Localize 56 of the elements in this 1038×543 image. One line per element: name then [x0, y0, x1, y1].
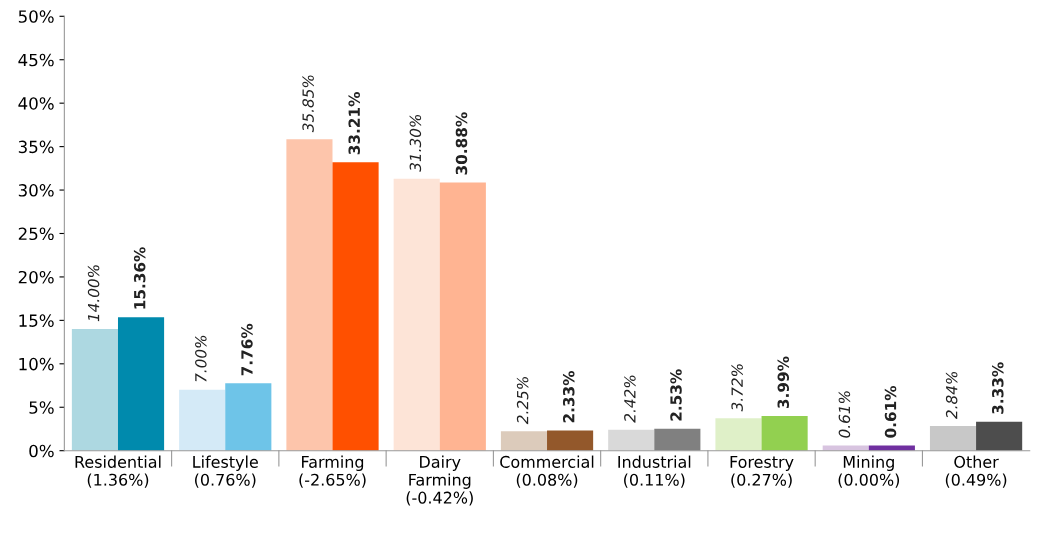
bar: [439, 182, 486, 451]
data-label: 14.00%: [87, 265, 100, 322]
data-label: 0.61%: [884, 385, 897, 438]
y-tick-label: 10%: [19, 357, 54, 371]
bar: [117, 317, 165, 451]
y-tick-label: 50%: [18, 10, 54, 23]
bar: [976, 421, 1023, 451]
bar: [71, 329, 118, 451]
y-tick-label: 0%: [29, 444, 54, 458]
data-label: 7.00%: [195, 335, 207, 382]
bar: [286, 139, 333, 451]
bar: [868, 445, 915, 451]
x-tick-label: Mining (0.00%): [838, 455, 900, 488]
bar: [393, 178, 440, 451]
data-label: 2.84%: [945, 371, 958, 420]
y-tick-label: 5%: [29, 401, 54, 414]
x-tick-label: Other (0.49%): [945, 455, 1007, 488]
x-tick-label: Commercial (0.08%): [500, 455, 594, 488]
data-label: 0.61%: [838, 391, 851, 438]
data-label: 35.85%: [302, 75, 314, 133]
bar: [332, 162, 379, 451]
bar: [822, 445, 869, 451]
y-tick-label: 20%: [18, 270, 54, 284]
data-label: 2.33%: [562, 370, 575, 423]
data-label: 3.33%: [992, 362, 1004, 414]
bar: [654, 428, 701, 451]
y-tick-label: 45%: [18, 53, 54, 67]
data-label: 2.25%: [516, 377, 529, 425]
data-label: 3.99%: [777, 356, 790, 409]
bar: [715, 418, 762, 451]
x-tick-label: Residential (1.36%): [75, 455, 161, 488]
data-label: 30.88%: [455, 112, 468, 175]
bar: [929, 426, 977, 451]
bar: [225, 383, 272, 451]
bar: [761, 416, 808, 451]
data-label: 3.72%: [731, 364, 743, 412]
y-tick-label: 30%: [18, 184, 54, 197]
x-tick-label: Farming (-2.65%): [299, 455, 366, 488]
bar: [547, 430, 594, 451]
x-tick-label: Forestry (0.27%): [730, 456, 794, 488]
data-label: 31.30%: [409, 114, 422, 172]
x-tick-label: Dairy Farming (-0.42%): [406, 455, 473, 506]
data-label: 2.53%: [670, 369, 682, 421]
y-tick-label: 15%: [19, 314, 54, 327]
data-label: 33.21%: [348, 92, 360, 155]
y-tick-label: 40%: [18, 97, 54, 110]
data-label: 2.42%: [624, 375, 636, 423]
y-tick-label: 25%: [18, 227, 54, 241]
bar: [608, 429, 655, 451]
bar: [179, 389, 226, 451]
bar: [500, 431, 548, 451]
y-tick-label: 35%: [18, 140, 54, 154]
data-label: 15.36%: [133, 247, 146, 309]
x-tick-label: Industrial (0.11%): [618, 455, 691, 488]
x-tick-label: Lifestyle (0.76%): [193, 455, 258, 488]
data-label: 7.76%: [241, 323, 253, 376]
